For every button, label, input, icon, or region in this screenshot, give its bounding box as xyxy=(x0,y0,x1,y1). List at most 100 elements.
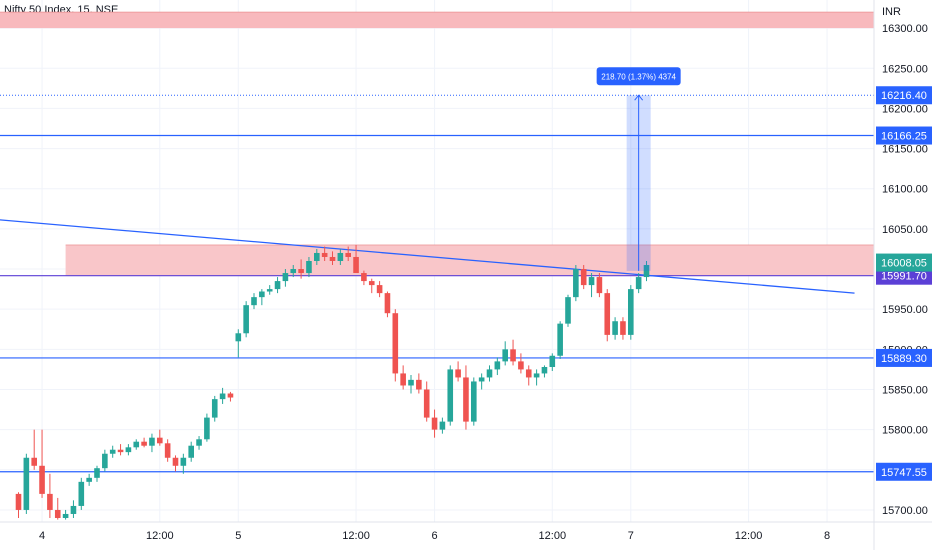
trendline-layer xyxy=(0,219,855,294)
y-tick-label: 16300.00 xyxy=(882,23,928,35)
price-tag-bg xyxy=(876,126,932,145)
candle-body xyxy=(557,323,563,356)
candle-body xyxy=(408,379,414,386)
candle-body xyxy=(298,269,304,274)
candle-body xyxy=(392,313,399,374)
measure-arrow-head xyxy=(634,94,644,101)
price-tag-bg xyxy=(876,462,932,481)
candle-body xyxy=(266,289,273,292)
y-tick-label: 15800.00 xyxy=(882,425,928,437)
candle-body xyxy=(172,457,179,466)
candle-body xyxy=(628,289,634,335)
candle-body xyxy=(510,349,516,362)
x-tick-label: 7 xyxy=(628,530,634,542)
candle-body xyxy=(23,457,30,510)
x-tick-label: 6 xyxy=(431,530,437,542)
candle-body xyxy=(196,439,202,446)
x-tick-label: 12:00 xyxy=(146,530,174,542)
candle-body xyxy=(149,437,155,446)
measure-label: 218.70 (1.37%) 4374 xyxy=(601,73,676,82)
measure-tool: 218.70 (1.37%) 4374 xyxy=(596,67,681,271)
candle-body xyxy=(125,447,132,453)
currency-label: INR xyxy=(882,6,901,18)
candle-body xyxy=(368,281,375,286)
candle-body xyxy=(235,333,242,342)
candle-body xyxy=(62,513,69,518)
candle-body xyxy=(321,252,328,257)
candle-body xyxy=(141,441,147,446)
candle-body xyxy=(259,291,265,298)
x-tick-label: 12:00 xyxy=(735,530,763,542)
candle-body xyxy=(180,457,187,466)
candle-body xyxy=(329,256,336,261)
candle-body xyxy=(463,377,469,422)
y-tick-label: 16100.00 xyxy=(882,184,928,196)
candle-body xyxy=(431,417,438,430)
candle-body xyxy=(588,277,595,286)
candle-body xyxy=(204,417,210,440)
candle-body xyxy=(400,373,406,386)
candle-body xyxy=(423,389,430,418)
candle-body xyxy=(447,369,454,422)
candle-body xyxy=(15,493,22,510)
price-tag: 15991.70 xyxy=(881,271,927,283)
candle-body xyxy=(94,468,100,478)
candle-body xyxy=(157,437,163,444)
price-tag: 15747.55 xyxy=(881,467,927,479)
candle-body xyxy=(494,361,501,370)
candle-body xyxy=(109,449,116,454)
candle-body xyxy=(31,457,37,466)
candle-body xyxy=(211,399,218,418)
x-tick-label: 12:00 xyxy=(539,530,567,542)
candle-body xyxy=(188,445,194,458)
candle-body xyxy=(47,493,53,510)
candle-body xyxy=(376,285,383,294)
zones xyxy=(0,11,875,276)
measure-label-bg xyxy=(596,67,681,86)
trendline xyxy=(0,219,855,294)
candle-body xyxy=(102,453,108,469)
price-tag: 16166.25 xyxy=(881,131,927,143)
candle-body xyxy=(525,369,532,378)
candle-body xyxy=(478,377,485,382)
candle-body xyxy=(219,393,226,400)
candle-body xyxy=(361,273,367,282)
price-tag: 15889.30 xyxy=(881,353,927,365)
candle-body xyxy=(345,252,351,257)
x-tick-label: 4 xyxy=(39,530,45,542)
candle-body xyxy=(164,443,171,458)
measure-price-tag-bg xyxy=(876,86,932,105)
candle-body xyxy=(612,321,618,335)
x-tick-label: 5 xyxy=(235,530,241,542)
resistance-zone xyxy=(0,12,874,29)
candle-body xyxy=(384,293,391,314)
candle-body xyxy=(604,293,611,335)
y-tick-label: 16200.00 xyxy=(882,103,928,115)
y-tick-label: 16050.00 xyxy=(882,224,928,236)
y-tick-label: 15700.00 xyxy=(882,505,928,517)
y-tick-label: 16150.00 xyxy=(882,144,928,156)
candle-body xyxy=(133,441,140,448)
candle-body xyxy=(337,252,344,261)
candle-body xyxy=(565,297,571,324)
candle-body xyxy=(117,449,124,453)
candle-body xyxy=(70,505,77,514)
time-axis[interactable]: 4 12:00 5 12:00 6 12:00 7 12:00 8 xyxy=(0,521,932,542)
candle-body xyxy=(282,273,289,282)
y-tick-label: 16250.00 xyxy=(882,63,928,75)
candle-body xyxy=(416,379,422,390)
x-tick-label: 8 xyxy=(824,530,830,542)
candle-body xyxy=(518,361,524,370)
candle-body xyxy=(54,509,61,518)
candle-body xyxy=(306,261,312,274)
candle-body xyxy=(251,297,257,306)
horizontal-lines xyxy=(0,94,874,473)
y-tick-label: 15850.00 xyxy=(882,384,928,396)
candle-body xyxy=(549,355,556,368)
candle-body xyxy=(439,421,446,430)
candle-body xyxy=(78,481,85,506)
measure-price-tag: 16216.40 xyxy=(881,90,927,102)
candle-body xyxy=(455,369,461,378)
y-tick-label: 15950.00 xyxy=(882,304,928,316)
